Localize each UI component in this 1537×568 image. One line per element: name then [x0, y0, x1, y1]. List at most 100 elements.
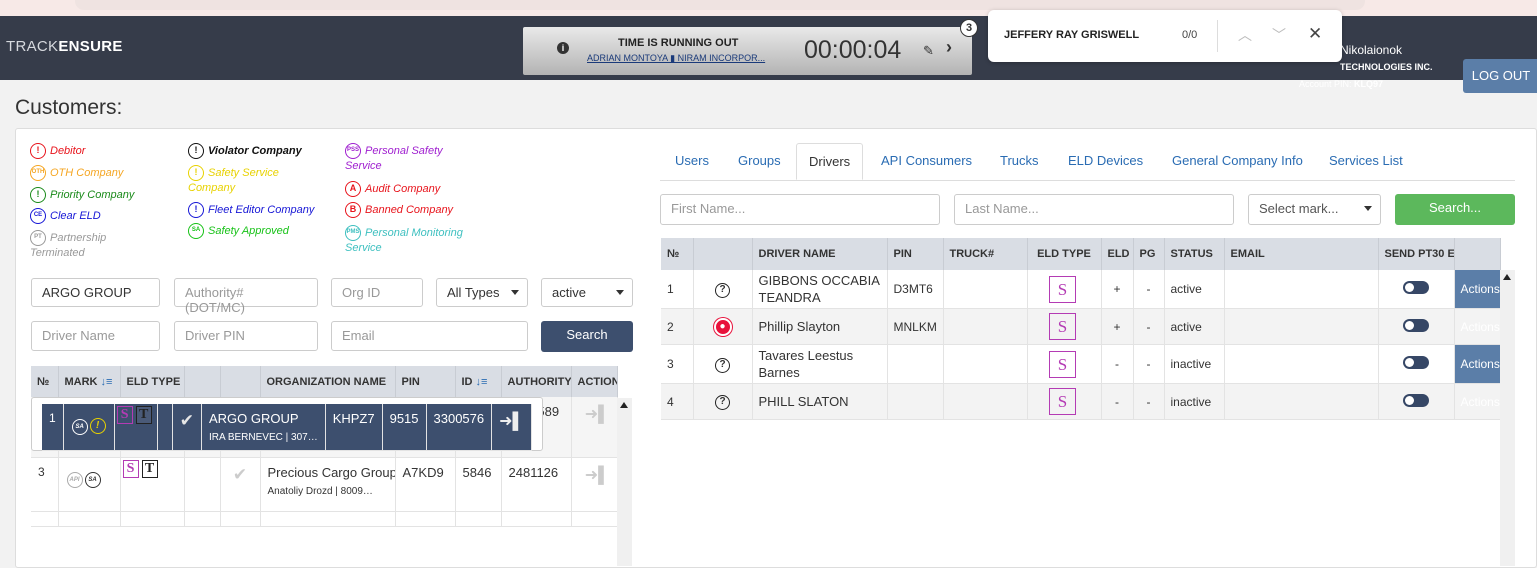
column-header[interactable]: ELD TYPE	[120, 366, 185, 397]
info-icon[interactable]: i	[557, 42, 569, 54]
scrollbar[interactable]	[1500, 270, 1515, 566]
actions-button[interactable]: Actions	[1454, 270, 1501, 309]
driver-pg: -	[1146, 394, 1151, 409]
table-row[interactable]: 4? PHILL SLATON S - - inactive Actions	[661, 383, 1501, 420]
org-name-input[interactable]: ARGO GROUP	[31, 278, 160, 307]
column-header[interactable]: PIN	[395, 366, 456, 397]
column-header[interactable]: PIN	[887, 238, 944, 270]
scroll-up-icon[interactable]	[620, 402, 628, 408]
logout-button[interactable]: LOG OUT	[1463, 59, 1537, 93]
column-header[interactable]	[693, 238, 753, 270]
close-icon[interactable]: ✕	[1308, 24, 1323, 43]
edit-icon[interactable]: ✎	[923, 43, 934, 58]
logo[interactable]: TRACKENSURE	[6, 38, 123, 55]
table-cell	[943, 308, 1028, 345]
column-header[interactable]: №	[31, 366, 59, 397]
eld-type-t-icon: T	[135, 406, 152, 424]
table-cell: ?	[693, 383, 753, 420]
first-name-input[interactable]: First Name...	[660, 194, 940, 225]
scrollbar[interactable]	[617, 398, 632, 566]
sort-icon[interactable]: ↓≡	[100, 375, 113, 388]
column-header[interactable]: EMAIL	[1224, 238, 1379, 270]
chevron-down-icon[interactable]: ﹀	[1272, 27, 1286, 43]
column-header[interactable]	[184, 366, 221, 397]
authority-input[interactable]: Authority# (DOT/MC)	[174, 278, 318, 315]
driver-status: active	[1170, 319, 1202, 334]
column-header[interactable]: ELD	[1101, 238, 1134, 270]
legend-mark-icon: OTH	[30, 165, 46, 181]
actions-button[interactable]: Actions	[1454, 383, 1501, 420]
eld-type-s-icon: S	[122, 460, 139, 478]
driver-name[interactable]: GIBBONS OCCABIA TEANDRA	[758, 273, 880, 305]
caret-down-icon	[511, 290, 519, 295]
table-row[interactable]: 1 SA! S T ✔ ARGO GROUP IRA BERNEVEC | 307… KHPZ…	[31, 397, 543, 451]
table-cell	[943, 344, 1028, 384]
column-header[interactable]: STATUS	[1164, 238, 1225, 270]
table-row[interactable]: 1? GIBBONS OCCABIA TEANDRA D3MT6 S + - active A…	[661, 270, 1501, 309]
org-id: 5846	[462, 465, 492, 480]
column-header[interactable]: SEND PT30 E	[1378, 238, 1455, 270]
table-row[interactable]: 2 ● Phillip Slayton MNLKM S + - active Actions	[661, 308, 1501, 345]
account-pin: Account PIN: KLQ97	[1299, 79, 1383, 89]
find-input[interactable]: JEFFERY RAY GRISWELL	[1004, 29, 1140, 41]
driver-name[interactable]: PHILL SLATON	[758, 394, 849, 409]
notification-badge[interactable]: 3	[960, 19, 978, 37]
column-header[interactable]: ORGANIZATION NAME	[260, 366, 396, 397]
tab-drivers[interactable]: Drivers	[796, 143, 864, 180]
tab-general-company-info[interactable]: General Company Info	[1172, 153, 1303, 168]
tab-eld-devices[interactable]: ELD Devices	[1068, 153, 1144, 168]
check-icon[interactable]: ✔	[179, 411, 194, 430]
last-name-input[interactable]: Last Name...	[954, 194, 1234, 225]
scroll-up-icon[interactable]	[1503, 274, 1511, 280]
driver-name[interactable]: Phillip Slayton	[758, 319, 841, 334]
actions-button[interactable]: Actions	[1454, 308, 1501, 345]
send-pt30-toggle[interactable]	[1403, 356, 1429, 369]
question-icon: ?	[715, 357, 730, 373]
search-button[interactable]: Search	[541, 321, 633, 352]
mark-select[interactable]: Select mark...	[1248, 194, 1381, 225]
send-pt30-toggle[interactable]	[1403, 393, 1429, 407]
tab-api-consumers[interactable]: API Consumers	[881, 153, 973, 168]
column-header[interactable]	[1454, 238, 1501, 270]
type-select[interactable]: All Types	[436, 278, 528, 307]
chevron-up-icon[interactable]: ︿	[1238, 27, 1252, 43]
chevron-right-icon[interactable]: ›	[946, 37, 952, 57]
login-icon[interactable]: ➜▌	[499, 413, 524, 430]
driver-name-input[interactable]: Driver Name	[31, 321, 160, 351]
tab-groups[interactable]: Groups	[738, 153, 781, 168]
email-input[interactable]: Email	[331, 321, 528, 351]
org-name[interactable]: Precious Cargo Group	[267, 465, 395, 480]
org-name[interactable]: ARGO GROUP	[208, 411, 299, 426]
column-header[interactable]	[220, 366, 261, 397]
table-row	[31, 511, 618, 527]
login-icon[interactable]: ➜▌	[584, 406, 610, 423]
column-header[interactable]: №	[661, 238, 694, 270]
table-cell: ✔	[172, 404, 202, 451]
column-header[interactable]: DRIVER NAME	[752, 238, 888, 270]
actions-button[interactable]: Actions	[1454, 344, 1501, 384]
column-header[interactable]: ACTIONS	[571, 366, 618, 397]
sort-icon[interactable]: ↓≡	[475, 375, 488, 388]
send-pt30-toggle[interactable]	[1403, 318, 1429, 332]
tab-services-list[interactable]: Services List	[1329, 153, 1403, 168]
column-header[interactable]: ELD TYPE	[1027, 238, 1102, 270]
send-pt30-toggle[interactable]	[1403, 281, 1429, 294]
table-row[interactable]: 3 API SA S T ✔ Precious Cargo Group Anatoliy Dr…	[31, 457, 618, 512]
tab-users[interactable]: Users	[675, 153, 709, 168]
driver-pin-input[interactable]: Driver PIN	[174, 321, 318, 351]
column-header[interactable]: MARK ↓≡	[58, 366, 121, 397]
column-header[interactable]: ID ↓≡	[455, 366, 502, 397]
login-icon[interactable]: ➜▌	[584, 467, 610, 484]
driver-name[interactable]: Tavares Leestus Barnes	[758, 348, 854, 380]
table-row[interactable]: 3? Tavares Leestus Barnes S - - inactive Actio…	[661, 344, 1501, 384]
column-header[interactable]: PG	[1133, 238, 1165, 270]
check-icon[interactable]: ✔	[232, 465, 248, 484]
column-header[interactable]: AUTHORITY	[501, 366, 572, 397]
org-authority: 3300576	[433, 411, 485, 426]
column-header[interactable]: TRUCK#	[943, 238, 1028, 270]
org-id-input[interactable]: Org ID	[331, 278, 423, 307]
timer-subtitle-link[interactable]: ADRIAN MONTOYA ▮ NIRAM INCORPOR...	[587, 53, 766, 63]
tab-trucks[interactable]: Trucks	[1000, 153, 1039, 168]
status-select[interactable]: active	[541, 278, 633, 307]
driver-search-button[interactable]: Search...	[1395, 194, 1515, 225]
